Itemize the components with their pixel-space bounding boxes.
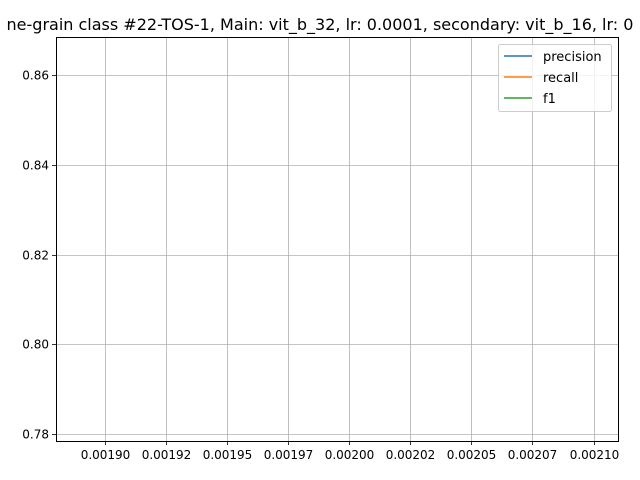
legend: precision recall f1 xyxy=(498,44,612,112)
legend-label-precision: precision xyxy=(543,50,602,65)
y-tick-label: 0.78 xyxy=(22,428,49,442)
x-axis: 0.00190 0.00192 0.00195 0.00197 0.00200 0.002… xyxy=(81,441,620,462)
y-tick-label: 0.80 xyxy=(22,338,49,352)
plot-area-frame xyxy=(56,37,619,442)
legend-label-f1: f1 xyxy=(543,92,556,107)
chart-title: ne-grain class #22-TOS-1, Main: vit_b_32… xyxy=(7,15,634,35)
y-tick-label: 0.84 xyxy=(22,159,49,173)
x-tick-label: 0.00202 xyxy=(386,448,436,462)
legend-box xyxy=(498,44,612,112)
y-tick-label: 0.82 xyxy=(22,249,49,263)
y-tick-label: 0.86 xyxy=(22,69,49,83)
x-tick-label: 0.00210 xyxy=(570,448,620,462)
x-tick-label: 0.00190 xyxy=(81,448,131,462)
x-tick-label: 0.00205 xyxy=(447,448,497,462)
y-axis: 0.78 0.80 0.82 0.84 0.86 xyxy=(22,69,56,442)
x-tick-label: 0.00197 xyxy=(264,448,314,462)
legend-label-recall: recall xyxy=(543,71,578,86)
x-tick-label: 0.00207 xyxy=(508,448,558,462)
x-tick-label: 0.00200 xyxy=(325,448,375,462)
x-tick-label: 0.00192 xyxy=(142,448,192,462)
x-tick-label: 0.00195 xyxy=(203,448,253,462)
